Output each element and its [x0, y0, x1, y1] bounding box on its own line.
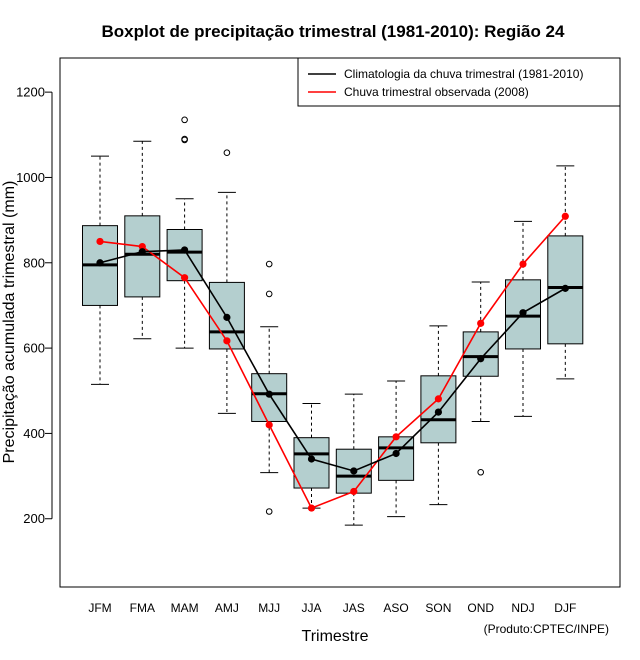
- x-tick-label: JAS: [343, 601, 365, 615]
- legend-box: [297, 57, 621, 107]
- outlier-point: [181, 116, 188, 124]
- series-point: [350, 467, 358, 475]
- series-group: [96, 212, 569, 512]
- box-djf: [547, 165, 584, 380]
- box-fma: [124, 140, 161, 340]
- series-point: [96, 237, 104, 246]
- series-point: [181, 246, 189, 254]
- box-mjj: [251, 260, 288, 515]
- box-aso: [378, 380, 415, 518]
- y-tick-label: 800: [23, 255, 45, 270]
- box-iqr: [462, 331, 499, 377]
- series-point: [392, 433, 400, 441]
- y-tick-label: 400: [23, 426, 45, 441]
- y-tick-label: 1200: [16, 85, 45, 100]
- box-jfm: [82, 155, 118, 385]
- series-line: [99, 215, 566, 510]
- x-tick-label: MJJ: [258, 601, 280, 615]
- box-ndj: [505, 220, 541, 417]
- box-amj: [208, 149, 245, 414]
- x-tick-label: OND: [467, 601, 494, 615]
- series-point: [265, 421, 273, 429]
- series-point: [138, 248, 146, 256]
- series-point: [265, 390, 273, 398]
- outlier-point: [477, 468, 485, 476]
- series-line: [99, 249, 566, 472]
- series-point: [519, 309, 527, 317]
- y-axis-label: Precipitação acumulada trimestral (mm): [1, 181, 18, 464]
- box-ond: [462, 281, 499, 476]
- series-point: [307, 455, 316, 463]
- outlier-point: [265, 508, 273, 515]
- outlier-point: [181, 135, 188, 143]
- y-tick-label: 1000: [16, 170, 45, 185]
- box-mam: [166, 116, 203, 349]
- series-point: [96, 259, 104, 267]
- box-iqr: [166, 228, 203, 282]
- series-point: [138, 242, 146, 251]
- x-tick-label: AMJ: [215, 601, 239, 615]
- x-tick-label: SON: [425, 601, 451, 615]
- chart-title: Boxplot de precipitação trimestral (1981…: [102, 22, 565, 41]
- boxes-group: [82, 116, 584, 526]
- series-point: [307, 504, 316, 512]
- series-point: [350, 487, 358, 496]
- y-axis: 200 400 600 800 1000 1200: [16, 85, 53, 526]
- legend-label-observed: Chuva trimestral observada (2008): [344, 85, 529, 99]
- series-point: [223, 337, 231, 345]
- series-point: [561, 212, 569, 220]
- x-tick-label: ASO: [383, 601, 408, 615]
- series-point: [434, 408, 442, 416]
- series-point: [477, 355, 485, 363]
- series-point: [434, 395, 442, 403]
- box-jas: [335, 393, 372, 526]
- series-point: [392, 449, 400, 458]
- series-point: [223, 313, 231, 321]
- series-climatology: [96, 246, 569, 475]
- series-point: [181, 274, 189, 282]
- outlier-point: [223, 149, 231, 157]
- outlier-point: [265, 260, 273, 268]
- series-observed-2008: [96, 212, 569, 512]
- x-tick-label: JJA: [301, 601, 321, 615]
- x-tick-label: MAM: [171, 601, 199, 615]
- y-tick-label: 600: [23, 341, 45, 356]
- x-axis: JFM FMA MAM AMJ MJJ JJA JAS ASO SON OND NDJ DJF: [88, 601, 576, 615]
- series-point: [477, 319, 485, 327]
- series-point: [561, 284, 569, 292]
- y-tick-label: 200: [23, 511, 45, 526]
- x-tick-label: DJF: [554, 601, 576, 615]
- x-axis-label: Trimestre: [302, 628, 369, 645]
- outlier-point: [265, 290, 273, 298]
- product-credit: (Produto:CPTEC/INPE): [484, 622, 609, 636]
- series-point: [519, 260, 527, 268]
- x-tick-label: NDJ: [511, 601, 534, 615]
- legend-label-climatology: Climatologia da chuva trimestral (1981-2…: [344, 67, 583, 81]
- x-tick-label: FMA: [130, 601, 155, 615]
- legend: Climatologia da chuva trimestral (1981-2…: [297, 57, 621, 107]
- x-tick-label: JFM: [88, 601, 111, 615]
